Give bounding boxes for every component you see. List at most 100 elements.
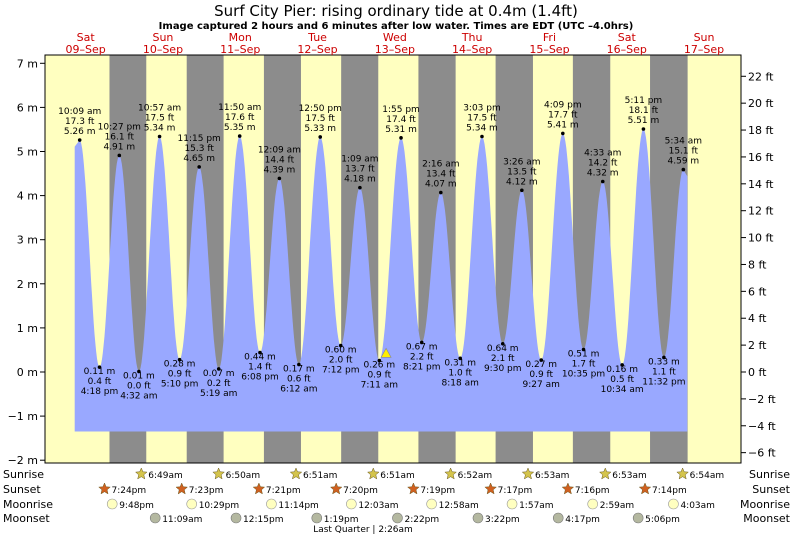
y-tick-label-m: 5 m [17, 146, 38, 159]
tide-time: 9:30 pm [484, 364, 522, 374]
tide-m: 0.26 m [363, 361, 395, 371]
tide-ft: 2.0 ft [329, 356, 353, 366]
sunset-time: 7:20pm [343, 486, 378, 496]
tide-m: 4.59 m [668, 157, 700, 167]
tide-m: 5.34 m [144, 124, 176, 134]
tide-time: 11:50 am [218, 103, 261, 113]
tide-time: 1:55 pm [382, 105, 420, 115]
tide-point [277, 176, 282, 181]
y-tick-label-m: 1 m [17, 322, 38, 335]
tide-ft: 0.2 ft [207, 379, 231, 389]
y-tick-label-ft: −2 ft [748, 393, 776, 406]
sunset-icon [329, 482, 343, 495]
y-axis-feet: −6 ft −4 ft −2 ft 0 ft 2 ft 4 ft 6 ft 8 ft 10 ft… [741, 70, 776, 460]
tide-time: 3:03 pm [463, 104, 501, 114]
tide-point [177, 357, 182, 362]
tide-m: 0.28 m [164, 360, 196, 370]
tide-ft: 15.3 ft [184, 144, 214, 154]
tide-point [600, 179, 605, 184]
tide-time: 10:27 pm [98, 122, 141, 132]
day-labels: Sat09–SepSun10–SepMon11–SepTue12–SepWed1… [66, 31, 725, 56]
tide-point [539, 358, 544, 362]
tide-ft: 16.1 ft [105, 132, 135, 142]
tide-m: 0.31 m [444, 358, 476, 368]
tide-m: 0.17 m [283, 365, 315, 375]
moonrise-icon [186, 498, 198, 510]
moonset-icon [311, 512, 323, 524]
moonset-time: 12:15pm [243, 515, 283, 525]
tide-area [74, 129, 688, 432]
tide-point [338, 343, 343, 348]
row-label-left-sunset: Sunset [3, 483, 41, 496]
tide-ft: 17.5 ft [145, 114, 175, 124]
y-tick-label-m: 4 m [17, 190, 38, 203]
y-tick-label-m: −2 m [8, 454, 38, 467]
sunset-icon [407, 482, 420, 495]
day-name: Sun [152, 31, 173, 44]
row-label-right-sunset: Sunset [752, 483, 790, 496]
day-date: 13–Sep [375, 43, 415, 56]
tide-time: 10:57 am [138, 104, 181, 114]
moonset-icon [632, 512, 644, 524]
tide-m: 0.60 m [325, 346, 357, 356]
tide-time: 1:09 am [341, 155, 378, 165]
tide-m: 0.64 m [487, 344, 519, 354]
moonrise-icon [668, 498, 679, 510]
moonset-time: 2:22pm [404, 515, 439, 525]
tide-ft: 2.1 ft [491, 354, 515, 364]
tide-m: 5.33 m [304, 124, 336, 134]
sunrise-icon [366, 467, 380, 480]
tide-ft: 1.7 ft [572, 360, 596, 370]
day-date: 12–Sep [297, 43, 337, 56]
tide-ft: 17.6 ft [225, 113, 255, 123]
y-tick-label-ft: 20 ft [748, 97, 774, 110]
moonrise-time: 2:59am [600, 501, 635, 511]
tide-point [117, 153, 122, 158]
tide-m: 4.91 m [103, 142, 135, 152]
sunrise-time: 6:52am [458, 471, 493, 481]
sunset-icon [484, 482, 497, 495]
tide-ft: 1.1 ft [652, 367, 676, 377]
y-tick-label-m: 0 m [17, 366, 38, 379]
tide-point [237, 134, 242, 138]
day-name: Fri [543, 31, 556, 44]
tide-point [358, 185, 362, 190]
y-tick-label-ft: 22 ft [748, 70, 774, 83]
sunrise-icon [134, 467, 148, 480]
sunset-time: 7:16pm [575, 486, 610, 496]
y-tick-label-ft: 14 ft [748, 178, 774, 191]
tide-time: 7:12 pm [322, 366, 360, 376]
tide-ft: 17.7 ft [548, 110, 578, 120]
tide-m: 5.31 m [385, 125, 417, 135]
tide-time: 6:08 pm [241, 373, 279, 383]
tide-m: 0.27 m [525, 360, 557, 370]
sunrise-time: 6:49am [148, 471, 183, 481]
day-date: 16–Sep [607, 43, 647, 56]
tide-time: 3:26 am [503, 157, 540, 167]
tide-point [377, 358, 382, 363]
tide-point [77, 138, 82, 142]
tide-time: 11:15 pm [178, 134, 221, 144]
tide-ft: 17.3 ft [65, 117, 95, 127]
tide-time: 6:12 am [280, 385, 317, 395]
tide-time: 8:18 am [442, 378, 479, 388]
moonset-time: 5:06pm [645, 515, 680, 525]
tide-point [318, 135, 323, 139]
sunset-time: 7:19pm [420, 486, 455, 496]
chart-title: Surf City Pier: rising ordinary tide at … [214, 2, 578, 20]
y-tick-label-ft: 6 ft [748, 285, 767, 298]
tide-m: 5.41 m [547, 120, 579, 130]
day-name: Wed [383, 31, 407, 44]
sunrise-time: 6:50am [226, 471, 261, 481]
sun-moon-rows: Sunrise Sunrise Sunset Sunset Moonrise Moonri… [3, 467, 791, 525]
row-label-right-moonrise: Moonrise [740, 498, 790, 511]
chart-subtitle: Image captured 2 hours and 6 minutes aft… [159, 21, 634, 32]
sunrise-time: 6:51am [303, 471, 338, 481]
moonrise-time: 12:03am [358, 501, 398, 511]
y-tick-label-ft: −4 ft [748, 420, 776, 433]
tide-m: 0.44 m [244, 353, 276, 363]
day-date: 11–Sep [220, 43, 260, 56]
tide-m: 5.35 m [224, 123, 256, 133]
moonrise-time: 4:03am [680, 501, 715, 511]
